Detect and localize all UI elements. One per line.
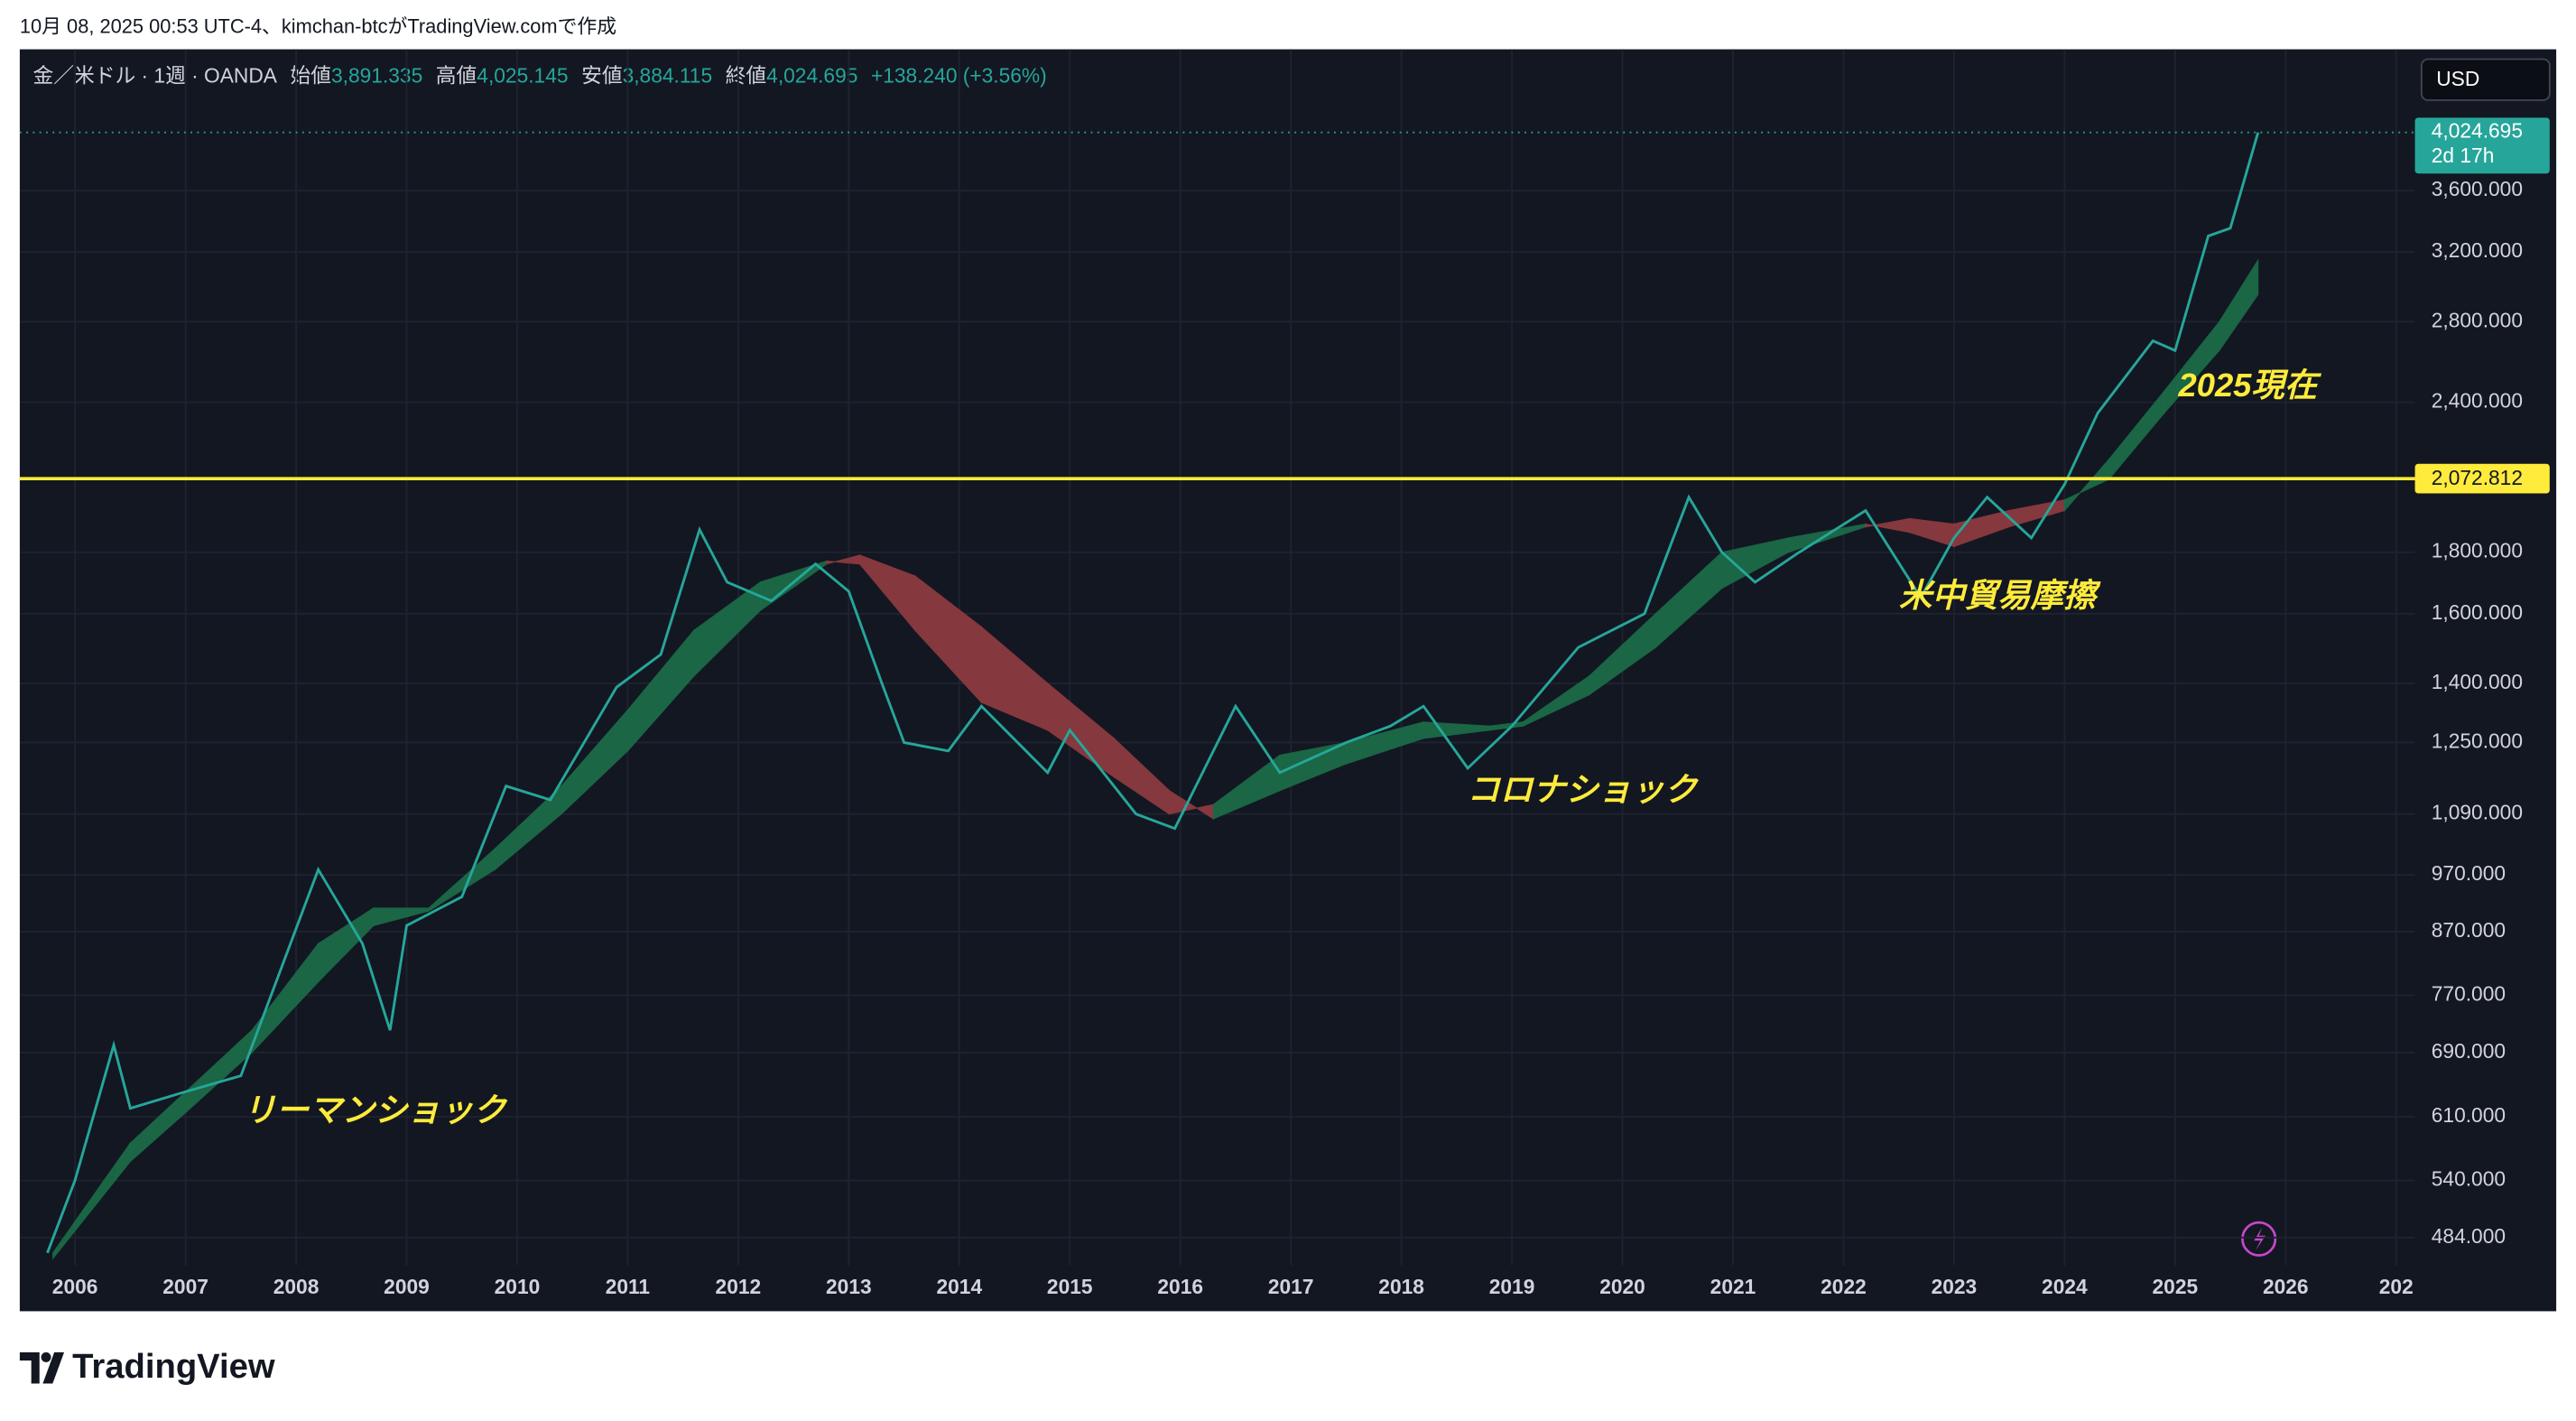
- y-tick-label: 1,400.000: [2432, 670, 2523, 693]
- alert-icon[interactable]: [2241, 1221, 2277, 1257]
- x-tick-label: 2026: [2263, 1275, 2309, 1298]
- x-tick-label: 2009: [384, 1275, 430, 1298]
- header: 10月 08, 2025 00:53 UTC-4、kimchan-btcがTra…: [20, 15, 616, 38]
- last-price-tag: [2414, 117, 2550, 174]
- x-tick-label: 2006: [52, 1275, 98, 1298]
- price-line: [46, 132, 2260, 1254]
- x-tick-label: 2012: [716, 1275, 762, 1298]
- ohlc-value: 4,024.695: [766, 64, 857, 88]
- currency-button[interactable]: [2420, 58, 2551, 101]
- x-tick-label: 2013: [826, 1275, 872, 1298]
- x-tick-label: 2024: [2042, 1275, 2088, 1298]
- ohlc-label: 終値: [726, 64, 767, 88]
- x-tick-label: 2022: [1821, 1275, 1867, 1298]
- x-tick-label: 2018: [1378, 1275, 1424, 1298]
- ohlc-label: 高値: [436, 64, 477, 88]
- x-tick-label: 202: [2379, 1275, 2414, 1298]
- overlay: 484.000 540.000 610.000 690.000 770.000 870.0…: [19, 117, 2550, 1298]
- alert-icon-bolt: [2254, 1227, 2266, 1251]
- symbol: 金／米ドル · 1週 · OANDA: [32, 64, 277, 88]
- x-tick-label: 2020: [1599, 1275, 1645, 1298]
- brand: TradingView: [72, 1347, 275, 1386]
- x-tick-label: 2025: [2153, 1275, 2199, 1298]
- x-tick-label: 2011: [606, 1275, 651, 1298]
- y-tick-label: 3,600.000: [2432, 177, 2523, 200]
- y-tick-label: 1,800.000: [2432, 539, 2523, 562]
- x-tick-label: 2023: [1932, 1275, 1978, 1298]
- y-tick-label: 690.000: [2432, 1039, 2506, 1063]
- annotation: 米中貿易摩擦: [1899, 577, 2101, 614]
- y-tick-label: 610.000: [2432, 1103, 2506, 1127]
- x-tick-label: 2014: [936, 1275, 982, 1298]
- y-tick-label: 1,090.000: [2432, 801, 2523, 824]
- y-tick-label: 2,800.000: [2432, 308, 2523, 331]
- y-tick-label: 484.000: [2432, 1224, 2506, 1248]
- countdown: 2d 17h: [2432, 144, 2495, 167]
- y-tick-label: 870.000: [2432, 918, 2506, 942]
- x-tick-label: 2007: [162, 1275, 208, 1298]
- y-tick-label: 970.000: [2432, 861, 2506, 885]
- y-tick-label: 1,600.000: [2432, 600, 2523, 624]
- x-tick-label: 2017: [1268, 1275, 1314, 1298]
- x-tick-label: 2019: [1489, 1275, 1535, 1298]
- hline-tag: [2414, 463, 2550, 494]
- tv-logo: [19, 1351, 65, 1384]
- annotation: リーマンショック: [243, 1091, 508, 1128]
- x-tick-label: 2016: [1157, 1275, 1203, 1298]
- y-tick-label: 2,400.000: [2432, 388, 2523, 412]
- y-tick-label: 770.000: [2432, 981, 2506, 1005]
- ohlc-label: 始値: [291, 64, 331, 88]
- currency[interactable]: USD: [2436, 67, 2479, 90]
- x-tick-label: 2008: [273, 1275, 320, 1298]
- y-tick-label: 540.000: [2432, 1167, 2506, 1191]
- y-tick-label: 1,250.000: [2432, 729, 2523, 752]
- x-tick-label: 2010: [495, 1275, 541, 1298]
- last-price-label: 4,024.695: [2432, 119, 2523, 143]
- annotation: コロナショック: [1467, 771, 1699, 808]
- plot: [19, 49, 2415, 1266]
- x-tick-label: 2021: [1710, 1275, 1756, 1298]
- ohlc-value: 4,025.145: [477, 64, 568, 88]
- ohlc-value: 3,891.335: [331, 64, 422, 88]
- ohlc-label: 安値: [581, 64, 623, 88]
- annotation: 2025現在: [2177, 367, 2321, 404]
- y-tick-label: 3,200.000: [2432, 238, 2523, 262]
- ribbon-segment: [2219, 258, 2259, 352]
- hline-label: 2,072.812: [2432, 466, 2523, 489]
- x-tick-label: 2015: [1047, 1275, 1093, 1298]
- chart-panel: [19, 49, 2557, 1312]
- ohlc-value: 3,884.115: [623, 64, 713, 88]
